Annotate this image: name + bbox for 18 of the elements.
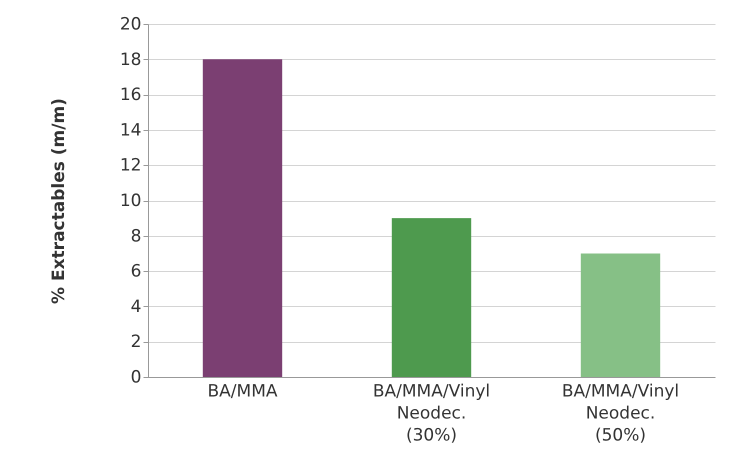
bar [202, 59, 282, 377]
y-tick-label: 16 [120, 85, 142, 106]
y-axis-title: % Extractables (m/m) [48, 98, 69, 304]
y-tick-label: 18 [120, 50, 142, 70]
x-tick-label: BA/MMA/Vinyl Neodec. (30%) [372, 382, 490, 446]
y-tick-label: 20 [120, 14, 142, 34]
y-tick-label: 14 [120, 120, 142, 140]
y-tick-label: 12 [120, 156, 142, 176]
y-tick-label: 4 [130, 296, 142, 317]
y-tick-label: 2 [130, 332, 142, 352]
bar [392, 218, 472, 377]
x-tick-label: BA/MMA [208, 382, 278, 402]
x-tick-label: BA/MMA/Vinyl Neodec. (50%) [562, 382, 680, 446]
y-tick-label: 10 [120, 191, 142, 211]
y-tick-label: 0 [130, 368, 142, 388]
y-tick-label: 6 [130, 262, 142, 282]
bar [580, 253, 660, 377]
y-tick-label: 8 [130, 226, 142, 246]
